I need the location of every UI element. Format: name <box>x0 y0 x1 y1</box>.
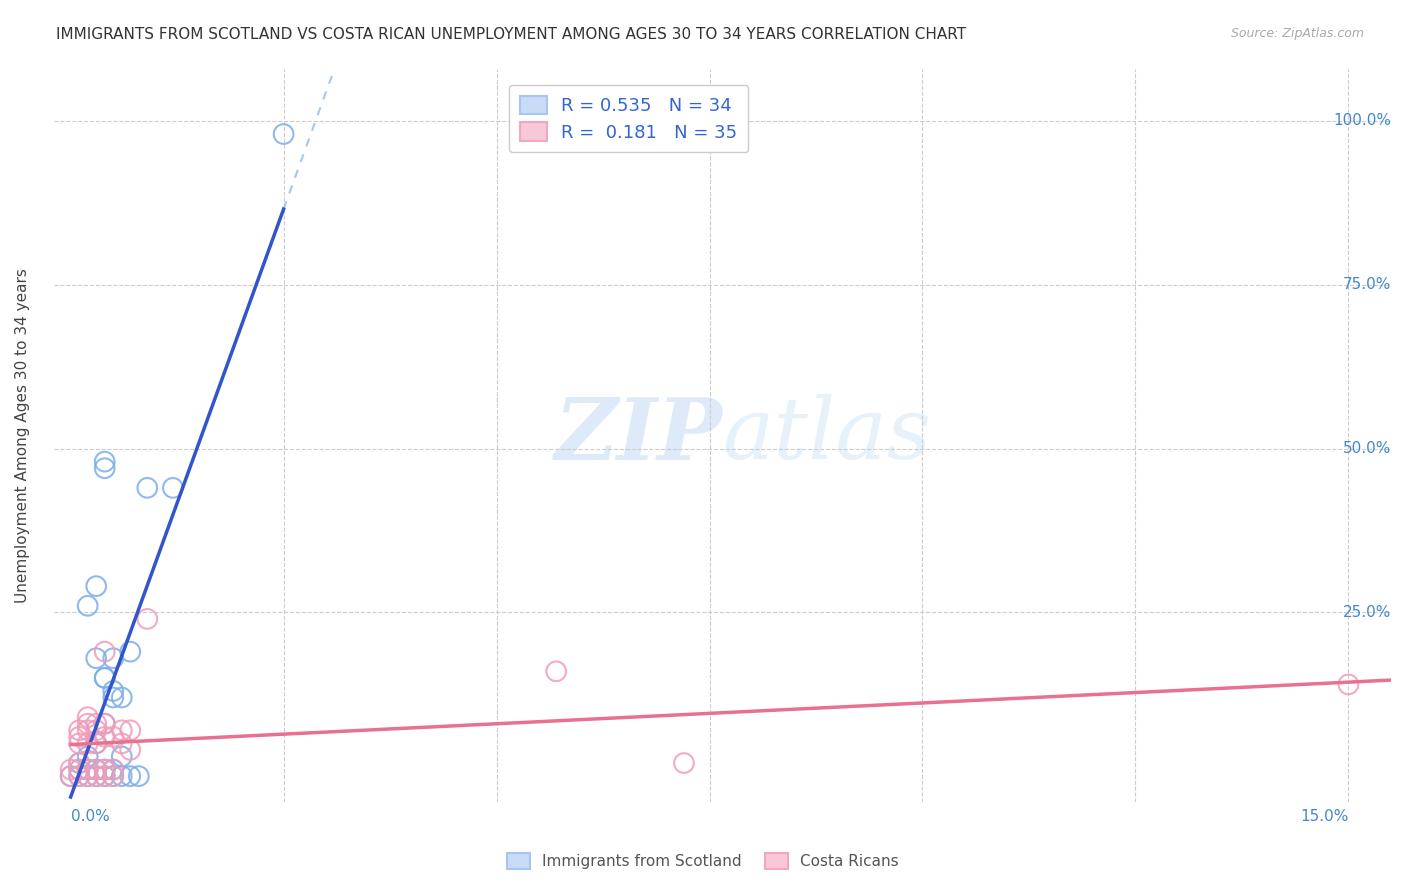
Point <box>93 716 115 731</box>
Point <box>67 736 90 750</box>
Point <box>76 749 98 764</box>
Point <box>76 763 98 777</box>
Point <box>136 612 159 626</box>
Point <box>84 723 107 738</box>
Text: IMMIGRANTS FROM SCOTLAND VS COSTA RICAN UNEMPLOYMENT AMONG AGES 30 TO 34 YEARS C: IMMIGRANTS FROM SCOTLAND VS COSTA RICAN … <box>56 27 966 42</box>
Point <box>76 710 98 724</box>
Point <box>93 763 115 777</box>
Point <box>93 645 115 659</box>
Text: 25.0%: 25.0% <box>1343 605 1391 620</box>
Point <box>103 684 125 698</box>
Point <box>93 671 115 685</box>
Point <box>103 769 125 783</box>
Text: 75.0%: 75.0% <box>1343 277 1391 293</box>
Point <box>76 723 98 738</box>
Point <box>111 769 134 783</box>
Point <box>136 481 159 495</box>
Point <box>120 645 142 659</box>
Point <box>103 769 125 783</box>
Point <box>84 769 107 783</box>
Text: ZIP: ZIP <box>554 393 723 477</box>
Point <box>67 723 90 738</box>
Point <box>76 763 98 777</box>
Point <box>93 769 115 783</box>
Point <box>93 461 115 475</box>
Point <box>103 763 125 777</box>
Point <box>59 769 82 783</box>
Point <box>67 763 90 777</box>
Point <box>111 690 134 705</box>
Point <box>672 756 695 770</box>
Point <box>273 127 295 141</box>
Text: 0.0%: 0.0% <box>70 809 110 824</box>
Point <box>111 749 134 764</box>
Point <box>93 769 115 783</box>
Text: 100.0%: 100.0% <box>1333 113 1391 128</box>
Point <box>84 716 107 731</box>
Point <box>120 743 142 757</box>
Point <box>67 730 90 744</box>
Text: atlas: atlas <box>723 394 931 476</box>
Point <box>76 736 98 750</box>
Point <box>84 651 107 665</box>
Point <box>84 736 107 750</box>
Point <box>103 651 125 665</box>
Point <box>546 665 568 679</box>
Point <box>84 769 107 783</box>
Point <box>93 455 115 469</box>
Text: Source: ZipAtlas.com: Source: ZipAtlas.com <box>1230 27 1364 40</box>
Point <box>111 723 134 738</box>
Point <box>1337 677 1360 691</box>
Point <box>103 763 125 777</box>
Point <box>84 763 107 777</box>
Point <box>76 769 98 783</box>
Point <box>59 769 82 783</box>
Point <box>67 769 90 783</box>
Point <box>76 769 98 783</box>
Point <box>76 716 98 731</box>
Point <box>67 756 90 770</box>
Text: 15.0%: 15.0% <box>1301 809 1348 824</box>
Legend: Immigrants from Scotland, Costa Ricans: Immigrants from Scotland, Costa Ricans <box>501 847 905 875</box>
Point <box>84 579 107 593</box>
Point <box>67 769 90 783</box>
Point <box>103 730 125 744</box>
Y-axis label: Unemployment Among Ages 30 to 34 years: Unemployment Among Ages 30 to 34 years <box>15 268 30 603</box>
Point <box>76 599 98 613</box>
Point <box>84 763 107 777</box>
Point <box>93 763 115 777</box>
Point <box>120 769 142 783</box>
Point <box>111 736 134 750</box>
Point <box>162 481 184 495</box>
Point <box>128 769 150 783</box>
Point <box>59 763 82 777</box>
Point <box>103 690 125 705</box>
Point <box>93 671 115 685</box>
Legend: R = 0.535   N = 34, R =  0.181   N = 35: R = 0.535 N = 34, R = 0.181 N = 35 <box>509 85 748 153</box>
Point <box>93 716 115 731</box>
Point <box>93 730 115 744</box>
Point <box>84 736 107 750</box>
Point <box>120 723 142 738</box>
Text: 50.0%: 50.0% <box>1343 441 1391 456</box>
Point <box>67 756 90 770</box>
Point <box>67 763 90 777</box>
